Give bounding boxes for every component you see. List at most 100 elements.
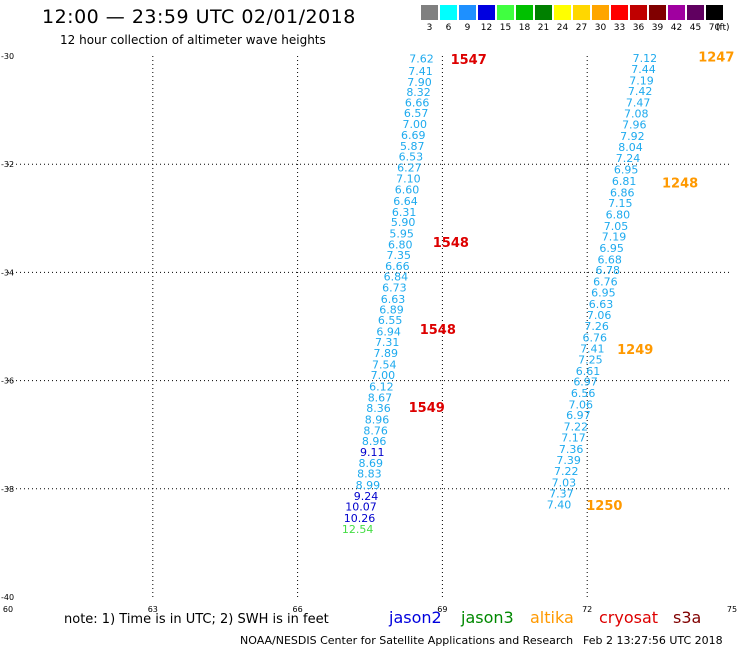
wave-height-label: 8.67	[368, 391, 393, 404]
wave-height-label: 7.06	[587, 309, 612, 322]
wave-height-label: 7.37	[549, 488, 574, 501]
wave-height-label: 6.69	[401, 129, 426, 142]
wave-height-label: 8.96	[365, 414, 390, 427]
color-scale-label: 42	[670, 23, 683, 33]
y-tick-label: -36	[1, 377, 14, 386]
x-tick-label: 60	[3, 605, 13, 614]
wave-height-label: 6.95	[599, 242, 624, 255]
wave-height-label: 7.06	[568, 398, 593, 411]
wave-height-label: 6.78	[596, 264, 621, 277]
wave-height-label: 6.66	[405, 97, 430, 110]
wave-height-label: 7.17	[561, 431, 586, 444]
color-scale-swatch	[459, 5, 476, 20]
color-scale-swatch	[611, 5, 628, 20]
wave-height-label: 6.53	[399, 151, 424, 164]
wave-height-label: 7.41	[580, 343, 605, 356]
color-scale-swatch	[440, 5, 457, 20]
wave-height-label: 6.80	[388, 238, 413, 251]
wave-height-label: 7.10	[396, 172, 421, 185]
wave-height-label: 6.68	[597, 253, 622, 266]
chart-subtitle: 12 hour collection of altimeter wave hei…	[60, 33, 326, 47]
wave-height-label: 7.00	[402, 118, 427, 131]
wave-height-label: 6.55	[378, 314, 403, 327]
pass-time-label: 1247	[698, 51, 734, 66]
color-scale-label: 24	[556, 23, 569, 33]
color-scale-swatch	[668, 5, 685, 20]
y-tick-label: -32	[1, 160, 14, 169]
color-scale-label: 39	[651, 23, 664, 33]
wave-height-label: 7.25	[578, 354, 603, 367]
wave-height-label: 8.76	[363, 424, 388, 437]
wave-height-label: 5.95	[389, 227, 414, 240]
wave-height-label: 6.31	[392, 206, 417, 219]
y-tick-label: -30	[1, 52, 14, 61]
color-scale-label: 36	[632, 23, 645, 33]
wave-height-label: 7.12	[633, 52, 658, 65]
color-scale-swatch	[516, 5, 533, 20]
wave-height-label: 6.12	[369, 381, 394, 394]
wave-height-label: 7.24	[616, 152, 641, 165]
wave-height-label: 6.80	[606, 209, 631, 222]
color-scale-swatch	[535, 5, 552, 20]
x-tick-label: 72	[582, 605, 592, 614]
wave-height-label: 6.63	[381, 293, 406, 306]
wave-height-label: 10.26	[344, 512, 376, 525]
pass-time-label: 1250	[586, 499, 622, 514]
x-tick-label: 69	[437, 605, 447, 614]
wave-height-label: 7.08	[624, 107, 649, 120]
wave-height-label: 10.07	[345, 501, 377, 514]
wave-height-label: 8.96	[362, 435, 387, 448]
wave-height-label: 6.61	[576, 365, 601, 378]
wave-height-label: 7.92	[620, 130, 645, 143]
y-tick-label: -34	[1, 268, 14, 277]
wave-height-label: 6.95	[614, 164, 639, 177]
wave-height-label: 6.97	[573, 376, 598, 389]
wave-height-label: 8.32	[406, 86, 431, 99]
wave-height-label: 7.36	[559, 443, 584, 456]
wave-height-label: 6.97	[566, 409, 591, 422]
wave-height-label: 9.24	[354, 490, 379, 503]
wave-height-label: 7.00	[371, 369, 396, 382]
color-scale-swatch	[687, 5, 704, 20]
wave-height-label: 6.95	[591, 286, 616, 299]
satellite-legend-altika: altika	[530, 608, 574, 627]
x-tick-label: 66	[293, 605, 303, 614]
color-scale-label: 18	[518, 23, 531, 33]
color-scale-label: 33	[613, 23, 626, 33]
wave-height-label: 6.66	[385, 260, 410, 273]
color-scale-label: 27	[575, 23, 588, 33]
y-tick-label: -38	[1, 485, 14, 494]
wave-height-label: 6.56	[571, 387, 596, 400]
wave-height-label: 6.89	[379, 304, 404, 317]
pass-time-label: 1549	[409, 401, 445, 416]
wave-height-label: 7.42	[628, 85, 653, 98]
satellite-legend-cryosat: cryosat	[599, 608, 659, 627]
color-scale-label: 30	[594, 23, 607, 33]
color-scale-swatch	[706, 5, 723, 20]
wave-height-label: 7.39	[556, 454, 581, 467]
color-scale-label: 21	[537, 23, 550, 33]
wave-height-label: 7.54	[372, 358, 397, 371]
color-scale-label: 70	[708, 23, 721, 33]
wave-height-label: 8.36	[366, 402, 391, 415]
wave-height-label: 7.35	[387, 249, 412, 262]
wave-height-label: 7.31	[375, 336, 400, 349]
pass-time-label: 1547	[451, 53, 487, 68]
wave-height-label: 7.03	[552, 476, 577, 489]
wave-height-label: 7.19	[602, 231, 627, 244]
wave-height-label: 9.11	[360, 446, 385, 459]
wave-height-label: 7.44	[631, 63, 656, 76]
wave-height-label: 8.69	[359, 457, 384, 470]
wave-height-label: 6.73	[382, 282, 407, 295]
wave-height-label: 6.84	[384, 271, 409, 284]
wave-height-label: 6.76	[582, 331, 607, 344]
color-scale-swatch	[573, 5, 590, 20]
chart-title: 12:00 — 23:59 UTC 02/01/2018	[42, 6, 356, 28]
wave-height-label: 6.57	[404, 107, 429, 120]
wave-height-label: 6.94	[376, 325, 401, 338]
wave-height-label: 6.27	[397, 161, 422, 174]
wave-height-label: 6.86	[610, 186, 635, 199]
pass-time-label: 1548	[433, 236, 469, 251]
pass-time-label: 1248	[662, 177, 698, 192]
